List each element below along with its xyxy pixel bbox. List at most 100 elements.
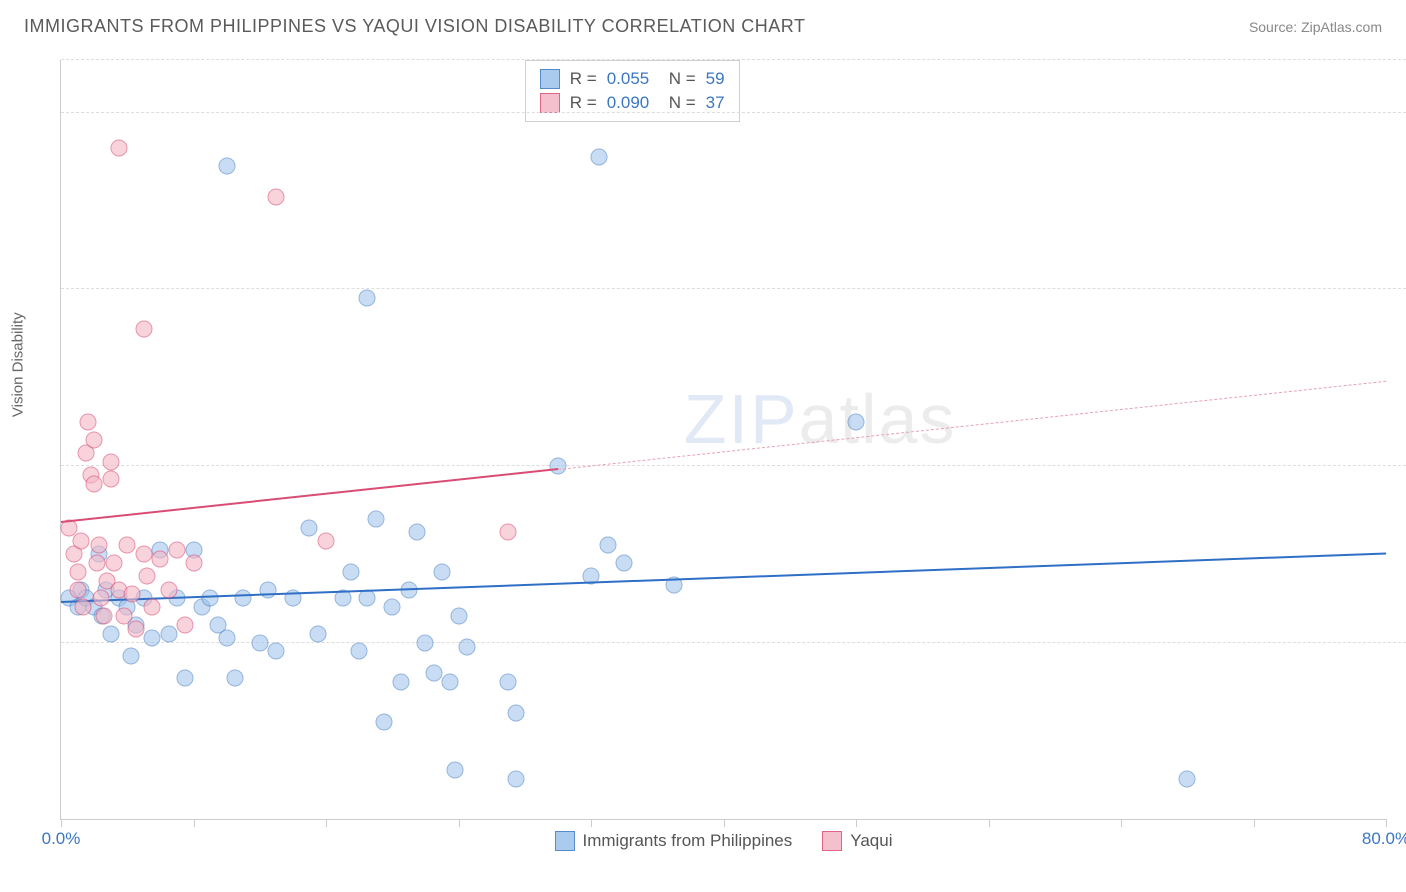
data-point <box>106 555 123 572</box>
y-axis-label: Vision Disability <box>10 312 27 417</box>
data-point <box>251 634 268 651</box>
data-point <box>367 510 384 527</box>
r-value-yaqui: 0.090 <box>607 93 659 113</box>
x-tick <box>459 819 460 827</box>
data-point <box>79 413 96 430</box>
bottom-legend-item-philippines: Immigrants from Philippines <box>555 831 793 851</box>
data-point <box>591 149 608 166</box>
data-point <box>102 471 119 488</box>
gridline <box>61 59 1406 60</box>
data-point <box>218 157 235 174</box>
bottom-legend: Immigrants from Philippines Yaqui <box>555 831 893 851</box>
data-point <box>127 621 144 638</box>
data-point <box>235 590 252 607</box>
data-point <box>119 537 136 554</box>
n-label: N = <box>669 69 696 89</box>
data-point <box>442 674 459 691</box>
data-point <box>74 599 91 616</box>
gridline <box>61 112 1406 113</box>
data-point <box>152 550 169 567</box>
x-axis-label: 80.0% <box>1362 829 1406 849</box>
n-value-philippines: 59 <box>706 69 725 89</box>
data-point <box>599 537 616 554</box>
data-point <box>92 590 109 607</box>
data-point <box>268 188 285 205</box>
data-point <box>458 638 475 655</box>
x-tick <box>194 819 195 827</box>
scatter-plot-area: ZIPatlas R = 0.055 N = 59 R = 0.090 N = … <box>60 60 1386 820</box>
data-point <box>392 674 409 691</box>
data-point <box>301 519 318 536</box>
data-point <box>359 590 376 607</box>
gridline <box>61 288 1406 289</box>
data-point <box>425 665 442 682</box>
x-tick <box>724 819 725 827</box>
r-label: R = <box>570 69 597 89</box>
x-tick <box>1254 819 1255 827</box>
bottom-swatch-yaqui <box>822 831 842 851</box>
legend-swatch-philippines <box>540 69 560 89</box>
x-axis-label: 0.0% <box>42 829 81 849</box>
bottom-swatch-philippines <box>555 831 575 851</box>
data-point <box>177 616 194 633</box>
watermark: ZIPatlas <box>684 379 957 459</box>
data-point <box>202 590 219 607</box>
chart-container: Vision Disability ZIPatlas R = 0.055 N =… <box>22 50 1386 872</box>
data-point <box>342 563 359 580</box>
source-label: Source: ZipAtlas.com <box>1249 19 1382 35</box>
data-point <box>102 453 119 470</box>
data-point <box>69 563 86 580</box>
x-tick <box>1121 819 1122 827</box>
watermark-atlas: atlas <box>799 380 957 458</box>
bottom-label-philippines: Immigrants from Philippines <box>583 831 793 851</box>
data-point <box>135 321 152 338</box>
data-point <box>96 608 113 625</box>
data-point <box>139 568 156 585</box>
data-point <box>86 475 103 492</box>
data-point <box>160 625 177 642</box>
bottom-legend-item-yaqui: Yaqui <box>822 831 892 851</box>
stats-legend-row-1: R = 0.055 N = 59 <box>540 67 725 91</box>
data-point <box>375 713 392 730</box>
x-tick <box>1386 819 1387 827</box>
data-point <box>309 625 326 642</box>
bottom-label-yaqui: Yaqui <box>850 831 892 851</box>
n-value-yaqui: 37 <box>706 93 725 113</box>
data-point <box>508 705 525 722</box>
data-point <box>102 625 119 642</box>
data-point <box>384 599 401 616</box>
x-tick <box>61 819 62 827</box>
data-point <box>185 555 202 572</box>
data-point <box>168 541 185 558</box>
data-point <box>124 585 141 602</box>
trend-line <box>558 381 1386 470</box>
data-point <box>447 762 464 779</box>
data-point <box>122 647 139 664</box>
legend-swatch-yaqui <box>540 93 560 113</box>
x-tick <box>591 819 592 827</box>
data-point <box>409 524 426 541</box>
data-point <box>177 669 194 686</box>
data-point <box>549 457 566 474</box>
x-tick <box>989 819 990 827</box>
data-point <box>268 643 285 660</box>
data-point <box>359 290 376 307</box>
data-point <box>72 533 89 550</box>
data-point <box>500 674 517 691</box>
data-point <box>1179 771 1196 788</box>
data-point <box>318 533 335 550</box>
data-point <box>86 431 103 448</box>
data-point <box>848 413 865 430</box>
data-point <box>69 581 86 598</box>
data-point <box>160 581 177 598</box>
data-point <box>500 524 517 541</box>
data-point <box>433 563 450 580</box>
data-point <box>226 669 243 686</box>
data-point <box>135 546 152 563</box>
data-point <box>508 771 525 788</box>
r-value-philippines: 0.055 <box>607 69 659 89</box>
data-point <box>351 643 368 660</box>
data-point <box>144 599 161 616</box>
gridline <box>61 465 1406 466</box>
data-point <box>91 537 108 554</box>
